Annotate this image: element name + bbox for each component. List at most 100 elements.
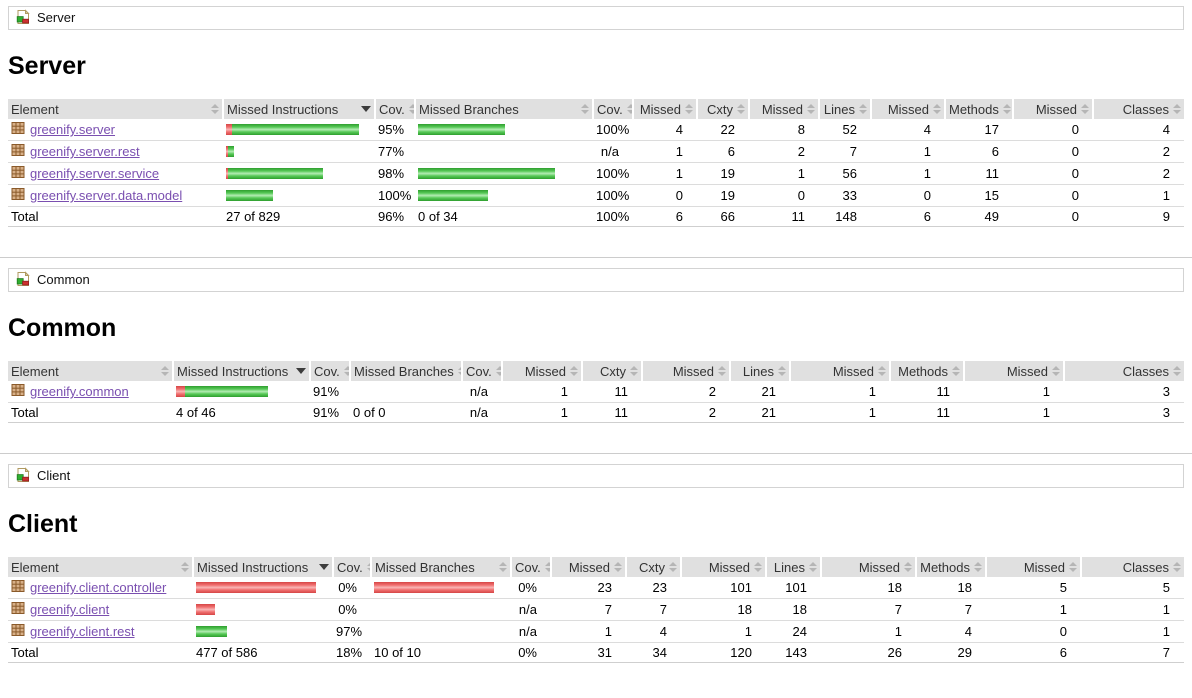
package-link[interactable]: greenify.server.rest <box>30 144 140 159</box>
missed-bar-segment <box>226 124 232 135</box>
column-header-label: Cov. <box>515 559 541 575</box>
branches-coverage-percent: n/a <box>511 620 551 643</box>
column-header-missed-branches[interactable]: Missed Branches <box>414 99 593 119</box>
column-header-missed[interactable]: Missed <box>985 557 1081 577</box>
cxty-cell: 23 <box>626 577 681 599</box>
column-header-missed-instructions[interactable]: Missed Instructions <box>172 361 310 381</box>
methods-cell: 6 <box>945 140 1013 163</box>
column-header-missed[interactable]: Missed <box>748 99 819 119</box>
package-icon <box>11 579 25 596</box>
branches-coverage <box>371 577 511 599</box>
column-header-missed[interactable]: Missed <box>641 361 730 381</box>
total-methods-cell: 29 <box>916 642 986 663</box>
column-header-cxty[interactable]: Cxty <box>581 361 642 381</box>
column-header-label: Lines <box>773 559 805 575</box>
column-header-missed[interactable]: Missed <box>789 361 890 381</box>
instructions-coverage-percent: 77% <box>375 140 415 163</box>
column-header-label: Element <box>11 363 59 379</box>
column-header-cov[interactable]: Cov. <box>461 361 502 381</box>
sort-toggle-icon <box>809 562 817 572</box>
cxty-cell: 19 <box>697 184 749 207</box>
column-header-missed[interactable]: Missed <box>963 361 1064 381</box>
column-header-label: Cxty <box>707 101 733 117</box>
column-header-lines[interactable]: Lines <box>818 99 871 119</box>
element-cell: greenify.client <box>8 598 193 621</box>
coverage-section: Server Server Element Missed Instructions… <box>8 6 1184 227</box>
branches-coverage-bar <box>418 146 590 157</box>
element-cell: greenify.client.controller <box>8 577 193 599</box>
column-header-cov[interactable]: Cov. <box>374 99 415 119</box>
column-header-missed[interactable]: Missed <box>870 99 945 119</box>
table-total-row: Total 27 of 829 96% 0 of 34 100% 6 66 11 148 6 49 0… <box>8 206 1184 227</box>
total-missed-methods-cell: 1 <box>790 402 890 423</box>
report-group-icon <box>15 270 31 290</box>
classes-cell: 4 <box>1093 119 1184 141</box>
sort-toggle-icon <box>974 562 982 572</box>
instructions-coverage-bar <box>176 386 307 397</box>
missed-methods-cell: 1 <box>790 381 890 403</box>
package-link[interactable]: greenify.client <box>30 602 110 617</box>
package-icon <box>11 601 25 618</box>
column-header-element[interactable]: Element <box>8 557 193 577</box>
column-header-cxty[interactable]: Cxty <box>696 99 749 119</box>
column-header-missed[interactable]: Missed <box>820 557 916 577</box>
package-link[interactable]: greenify.common <box>30 384 129 399</box>
column-header-cxty[interactable]: Cxty <box>625 557 681 577</box>
instructions-coverage-percent: 95% <box>375 119 415 141</box>
column-header-label: Missed <box>672 363 714 379</box>
table-row: greenify.client 0% n/a 7 7 18 18 7 7 1 1 <box>8 598 1184 621</box>
branches-coverage <box>371 598 511 621</box>
covered-bar-segment <box>418 168 555 179</box>
column-header-element[interactable]: Element <box>8 361 173 381</box>
sort-toggle-icon <box>1173 366 1181 376</box>
coverage-table: Element Missed Instructions Cov. Missed Bra… <box>8 361 1184 423</box>
total-missed-methods-cell: 26 <box>821 642 916 663</box>
column-header-methods[interactable]: Methods <box>889 361 964 381</box>
package-link[interactable]: greenify.server.service <box>30 166 160 181</box>
coverage-section: Common Common Element Missed Instructions… <box>8 268 1184 423</box>
report-group-icon <box>15 8 31 28</box>
package-link[interactable]: greenify.client.rest <box>30 624 135 639</box>
column-header-element[interactable]: Element <box>8 99 223 119</box>
sort-toggle-icon <box>626 104 633 114</box>
column-header-cov[interactable]: Cov. <box>332 557 371 577</box>
column-header-cov[interactable]: Cov. <box>510 557 551 577</box>
branches-coverage-percent: n/a <box>462 381 502 403</box>
column-header-cov[interactable]: Cov. <box>592 99 633 119</box>
column-header-lines[interactable]: Lines <box>729 361 790 381</box>
package-link[interactable]: greenify.server.data.model <box>30 188 183 203</box>
instructions-coverage-bar <box>196 582 330 593</box>
column-header-missed-instructions[interactable]: Missed Instructions <box>222 99 375 119</box>
column-header-label: Missed Instructions <box>177 363 289 379</box>
package-link[interactable]: greenify.server <box>30 122 116 137</box>
column-header-missed-instructions[interactable]: Missed Instructions <box>192 557 333 577</box>
cxty-cell: 4 <box>626 620 681 643</box>
column-header-methods[interactable]: Methods <box>944 99 1013 119</box>
column-header-missed-branches[interactable]: Missed Branches <box>349 361 462 381</box>
package-link[interactable]: greenify.client.controller <box>30 580 167 595</box>
column-header-missed[interactable]: Missed <box>1012 99 1093 119</box>
column-header-missed[interactable]: Missed <box>550 557 626 577</box>
column-header-label: Classes <box>1122 101 1169 117</box>
column-header-lines[interactable]: Lines <box>765 557 821 577</box>
column-header-classes[interactable]: Classes <box>1063 361 1184 381</box>
column-header-label: Missed <box>761 101 803 117</box>
column-header-classes[interactable]: Classes <box>1092 99 1184 119</box>
column-header-missed-branches[interactable]: Missed Branches <box>370 557 511 577</box>
sort-toggle-icon <box>952 366 960 376</box>
column-header-missed[interactable]: Missed <box>501 361 582 381</box>
column-header-missed[interactable]: Missed <box>680 557 766 577</box>
sort-toggle-icon <box>754 562 762 572</box>
missed-classes-cell: 1 <box>964 381 1064 403</box>
column-header-label: Missed Instructions <box>197 559 309 575</box>
package-icon <box>11 143 25 160</box>
cxty-cell: 6 <box>697 140 749 163</box>
column-header-missed[interactable]: Missed <box>632 99 697 119</box>
covered-bar-segment <box>418 190 488 201</box>
column-header-label: Missed <box>708 559 750 575</box>
section-title: Client <box>8 510 78 538</box>
covered-bar-segment <box>196 626 227 637</box>
column-header-classes[interactable]: Classes <box>1080 557 1184 577</box>
column-header-methods[interactable]: Methods <box>915 557 986 577</box>
column-header-cov[interactable]: Cov. <box>309 361 350 381</box>
